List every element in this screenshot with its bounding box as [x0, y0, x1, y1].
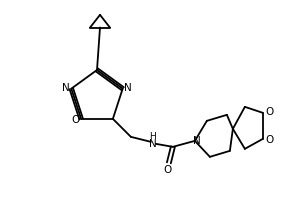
- Text: O: O: [266, 135, 274, 145]
- Text: H: H: [149, 132, 156, 141]
- Text: N: N: [62, 83, 70, 93]
- Text: O: O: [71, 115, 79, 125]
- Text: O: O: [164, 165, 172, 175]
- Text: N: N: [149, 139, 157, 149]
- Text: N: N: [124, 83, 132, 93]
- Text: O: O: [266, 107, 274, 117]
- Text: N: N: [193, 136, 201, 146]
